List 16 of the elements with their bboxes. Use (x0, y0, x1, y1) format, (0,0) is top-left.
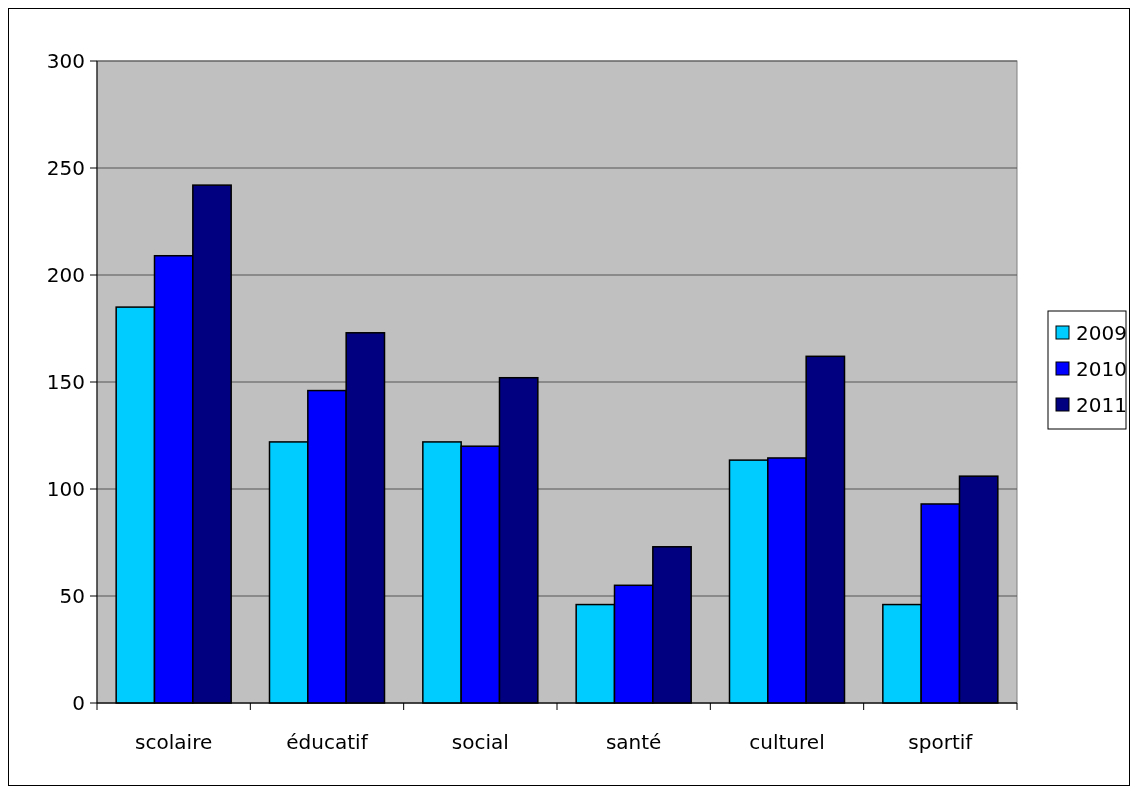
y-tick-label: 100 (46, 477, 85, 501)
x-tick-label: éducatif (286, 730, 369, 754)
x-tick-label: santé (605, 730, 662, 754)
legend-label: 2010 (1076, 357, 1127, 381)
y-tick-label: 50 (59, 584, 85, 608)
y-tick-label: 200 (46, 263, 85, 287)
y-tick-label: 250 (46, 156, 85, 180)
x-tick-label: scolaire (135, 730, 213, 754)
legend-label: 2009 (1076, 321, 1127, 345)
y-tick-label: 150 (46, 370, 85, 394)
y-tick-label: 300 (46, 49, 85, 73)
x-tick-label: sportif (908, 730, 974, 754)
x-tick-label: culturel (749, 730, 825, 754)
y-tick-label: 0 (72, 691, 85, 715)
x-tick-label: social (451, 730, 509, 754)
legend-label: 2011 (1076, 393, 1127, 417)
